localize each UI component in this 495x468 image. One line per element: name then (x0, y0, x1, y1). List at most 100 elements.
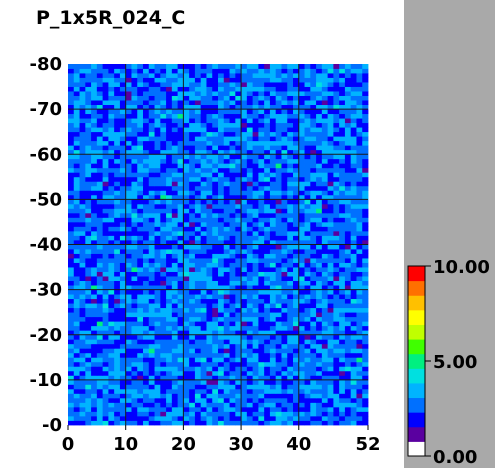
heatmap-cell (183, 402, 190, 408)
color-scale-swatch (408, 295, 425, 311)
heatmap-cell (252, 325, 259, 331)
heatmap-cell (160, 348, 167, 354)
heatmap-cell (160, 230, 167, 236)
heatmap-cell (362, 212, 369, 218)
heatmap-cell (321, 375, 329, 381)
heatmap-cell (223, 397, 230, 403)
heatmap-cell (275, 289, 282, 295)
heatmap-cell (333, 420, 340, 426)
heatmap-cell (304, 226, 311, 232)
heatmap-cell (96, 298, 104, 304)
heatmap-cell (281, 154, 288, 160)
heatmap-cell (241, 271, 248, 277)
heatmap-cell (223, 122, 230, 128)
heatmap-cell (275, 379, 282, 385)
heatmap-cell (356, 176, 363, 182)
heatmap-cell (223, 334, 230, 340)
heatmap-cell (189, 298, 196, 304)
heatmap-cell (171, 303, 179, 309)
heatmap-cell (223, 185, 230, 191)
heatmap-cell (275, 239, 282, 245)
heatmap-cell (166, 406, 173, 412)
heatmap-cell (183, 95, 190, 101)
heatmap-cell (108, 131, 115, 137)
heatmap-cell (177, 330, 184, 336)
heatmap-cell (189, 145, 196, 151)
heatmap-cell (96, 208, 104, 214)
heatmap-cell (125, 86, 132, 92)
heatmap-cell (293, 402, 300, 408)
heatmap-cell (177, 415, 184, 421)
heatmap-cell (85, 289, 92, 295)
heatmap-cell (275, 217, 282, 223)
heatmap-cell (269, 325, 277, 331)
heatmap-cell (350, 280, 357, 286)
heatmap-cell (229, 352, 236, 358)
heatmap-cell (281, 411, 288, 417)
heatmap-cell (258, 397, 265, 403)
heatmap-cell (304, 334, 311, 340)
heatmap-cell (293, 64, 300, 69)
heatmap-cell (304, 127, 311, 133)
heatmap-cell (166, 361, 173, 367)
heatmap-cell (333, 361, 340, 367)
heatmap-cell (269, 312, 277, 318)
heatmap-cell (200, 343, 207, 349)
heatmap-cell (68, 235, 75, 241)
heatmap-cell (160, 262, 167, 268)
heatmap-cell (143, 280, 150, 286)
heatmap-cell (194, 127, 202, 133)
heatmap-cell (241, 118, 248, 124)
heatmap-cell (333, 348, 340, 354)
heatmap-cell (264, 109, 271, 115)
heatmap-cell (321, 149, 329, 155)
heatmap-cell (102, 379, 109, 385)
heatmap-cell (304, 303, 311, 309)
heatmap-cell (235, 312, 242, 318)
heatmap-cell (137, 208, 144, 214)
heatmap-cell (148, 258, 155, 263)
heatmap-cell (223, 307, 230, 313)
heatmap-cell (114, 348, 121, 354)
heatmap-cell (85, 163, 92, 169)
heatmap-cell (241, 190, 248, 196)
heatmap-cell (362, 82, 369, 87)
heatmap-cell (241, 64, 248, 69)
color-scale-label: 0.00 (433, 447, 477, 468)
heatmap-cell (281, 357, 288, 363)
heatmap-cell (166, 267, 173, 272)
heatmap-cell (223, 316, 230, 322)
heatmap-cell (344, 406, 352, 412)
heatmap-cell (304, 420, 311, 426)
heatmap-cell (91, 95, 98, 101)
heatmap-cell (344, 249, 352, 254)
heatmap-cell (91, 109, 98, 115)
heatmap-cell (166, 321, 173, 327)
heatmap-cell (183, 366, 190, 372)
heatmap-cell (143, 262, 150, 268)
heatmap-cell (143, 208, 150, 214)
heatmap-cell (194, 185, 202, 191)
heatmap-cell (350, 321, 357, 327)
y-tick-label: -70 (29, 99, 62, 120)
heatmap-cell (327, 203, 334, 209)
heatmap-cell (304, 411, 311, 417)
heatmap-cell (293, 131, 300, 137)
heatmap-cell (91, 118, 98, 124)
heatmap-cell (218, 384, 225, 390)
heatmap-cell (258, 384, 265, 390)
heatmap-cell (316, 402, 323, 408)
heatmap-cell (298, 149, 305, 155)
heatmap-cell (333, 298, 340, 304)
heatmap-cell (344, 366, 352, 372)
heatmap-cell (252, 276, 259, 281)
heatmap-cell (68, 307, 75, 313)
heatmap-cell (143, 375, 150, 381)
heatmap-cell (356, 384, 363, 390)
heatmap-cell (212, 239, 219, 245)
heatmap-cell (68, 131, 75, 137)
heatmap-cell (119, 217, 127, 223)
heatmap-cell (73, 330, 80, 336)
heatmap-cell (339, 86, 346, 92)
heatmap-cell (333, 82, 340, 87)
